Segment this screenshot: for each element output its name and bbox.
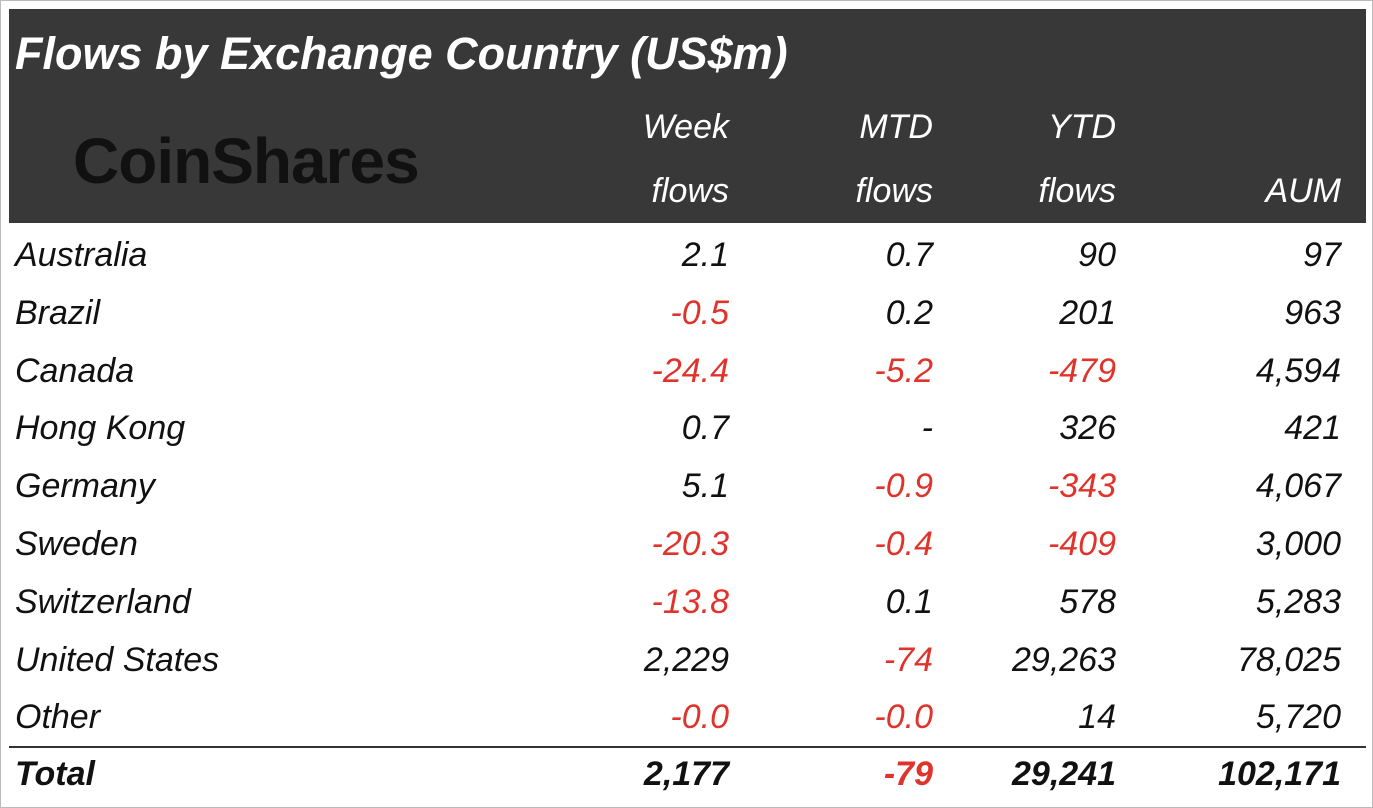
cell: -0.0 bbox=[874, 698, 933, 737]
cell: 421 bbox=[1284, 409, 1341, 448]
cell: 4,594 bbox=[1255, 351, 1341, 390]
title: Flows by Exchange Country (US$m) bbox=[15, 28, 788, 79]
cell: 0.7 bbox=[885, 236, 933, 274]
cell: -5.2 bbox=[874, 351, 933, 390]
row-label: Sweden bbox=[15, 525, 138, 563]
cell: -24.4 bbox=[651, 351, 730, 390]
column-header: flows bbox=[855, 172, 933, 210]
cell: -0.9 bbox=[874, 467, 933, 506]
cell: -0.5 bbox=[670, 293, 729, 332]
cell: -479 bbox=[1047, 351, 1116, 390]
cell: 78,025 bbox=[1237, 640, 1341, 679]
cell: -20.3 bbox=[651, 525, 730, 563]
column-header: YTD bbox=[1048, 108, 1116, 146]
cell: 5,720 bbox=[1255, 698, 1341, 737]
cell: 2,229 bbox=[643, 640, 729, 679]
header-band bbox=[9, 9, 1366, 223]
cell: -0.4 bbox=[874, 525, 933, 563]
total-cell: -79 bbox=[883, 755, 933, 793]
column-header: flows bbox=[1038, 172, 1116, 210]
column-header: AUM bbox=[1265, 172, 1341, 210]
row-label: Brazil bbox=[15, 293, 101, 332]
cell: 97 bbox=[1303, 236, 1341, 274]
cell: 29,263 bbox=[1012, 640, 1116, 679]
cell: - bbox=[921, 409, 933, 448]
column-header: MTD bbox=[859, 108, 933, 146]
cell: 4,067 bbox=[1255, 467, 1341, 506]
cell: 326 bbox=[1059, 409, 1116, 448]
column-header: Week bbox=[642, 108, 729, 146]
cell: 963 bbox=[1284, 293, 1341, 332]
row-label: Germany bbox=[15, 467, 155, 506]
row-label: Switzerland bbox=[15, 582, 191, 621]
cell: -343 bbox=[1047, 467, 1116, 506]
cell: 201 bbox=[1059, 293, 1116, 332]
total-label: Total bbox=[15, 755, 95, 793]
cell: -0.0 bbox=[670, 698, 729, 737]
total-cell: 2,177 bbox=[643, 755, 729, 793]
row-label: Australia bbox=[15, 236, 148, 274]
row-label: Hong Kong bbox=[15, 409, 186, 448]
cell: 0.7 bbox=[681, 409, 729, 448]
cell: 3,000 bbox=[1255, 525, 1341, 563]
cell: -409 bbox=[1047, 525, 1116, 563]
cell: 5.1 bbox=[681, 467, 729, 506]
cell: 14 bbox=[1078, 698, 1116, 737]
total-separator bbox=[9, 746, 1366, 748]
row-label: United States bbox=[15, 640, 220, 679]
total-cell: 102,171 bbox=[1218, 755, 1341, 793]
cell: -13.8 bbox=[651, 582, 730, 621]
total-cell: 29,241 bbox=[1012, 755, 1116, 793]
row-label: Canada bbox=[15, 351, 135, 390]
logo: CoinShares bbox=[73, 125, 420, 197]
row-label: Other bbox=[15, 698, 101, 737]
column-header: flows bbox=[651, 172, 729, 210]
cell: 2.1 bbox=[681, 236, 729, 274]
cell: 0.2 bbox=[885, 293, 933, 332]
cell: 5,283 bbox=[1255, 582, 1341, 621]
cell: -74 bbox=[883, 640, 933, 679]
cell: 0.1 bbox=[885, 582, 933, 621]
cell: 90 bbox=[1078, 236, 1116, 274]
cell: 578 bbox=[1059, 582, 1116, 621]
